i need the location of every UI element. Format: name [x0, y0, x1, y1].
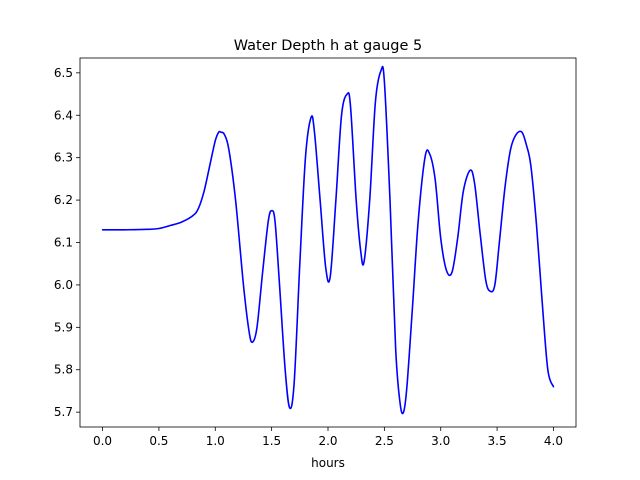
- y-tick-label: 6.1: [54, 236, 73, 250]
- y-tick-label: 5.7: [54, 405, 73, 419]
- y-tick-label: 6.4: [54, 108, 73, 122]
- x-tick-label: 1.0: [206, 434, 225, 448]
- x-tick-label: 3.0: [431, 434, 450, 448]
- y-tick-label: 6.3: [54, 151, 73, 165]
- series-line-water-depth: [101, 65, 555, 415]
- x-tick-label: 0.5: [149, 434, 168, 448]
- x-tick-label: 0.0: [93, 434, 112, 448]
- plot-area: [80, 58, 576, 427]
- x-tick-label: 1.5: [262, 434, 281, 448]
- x-tick-label: 2.0: [318, 434, 337, 448]
- x-axis-ticks: 0.0 0.5 1.0 1.5 2.0 2.5 3.0 3.5 4.0: [93, 427, 563, 448]
- y-tick-label: 6.5: [54, 66, 73, 80]
- chart-title: Water Depth h at gauge 5: [234, 38, 422, 54]
- y-axis-ticks: 5.7 5.8 5.9 6.0 6.1 6.2 6.3 6.4 6.5: [54, 66, 80, 419]
- plot-frame: [79, 57, 577, 428]
- y-tick-label: 6.2: [54, 193, 73, 207]
- x-tick-label: 2.5: [375, 434, 394, 448]
- y-tick-label: 5.9: [54, 320, 73, 334]
- x-tick-label: 3.5: [488, 434, 507, 448]
- y-tick-label: 6.0: [54, 278, 73, 292]
- x-tick-label: 4.0: [544, 434, 563, 448]
- x-axis-label: hours: [311, 456, 345, 470]
- y-tick-label: 5.8: [54, 363, 73, 377]
